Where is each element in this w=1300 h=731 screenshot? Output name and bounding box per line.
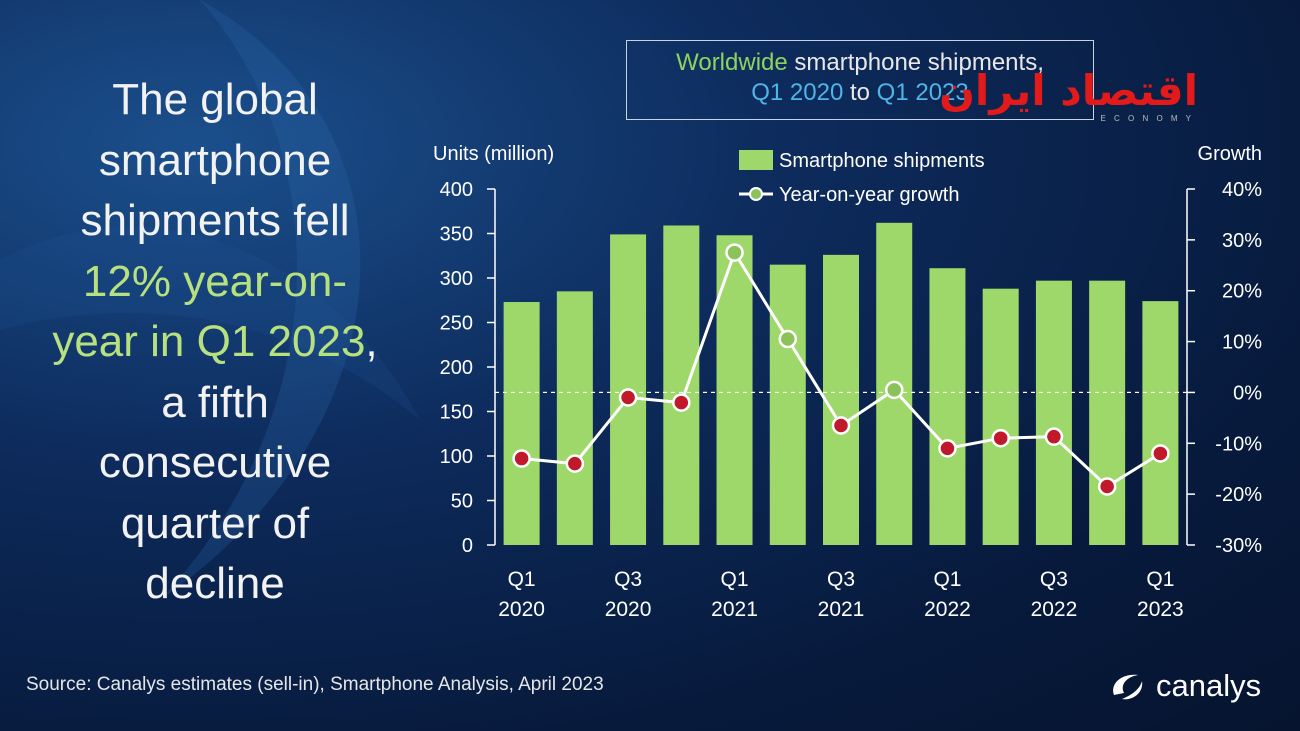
source-note: Source: Canalys estimates (sell-in), Sma… — [26, 674, 604, 695]
y2-tick-label: 0% — [1233, 382, 1262, 404]
chart-title-box: Worldwide smartphone shipments, Q1 2020 … — [626, 40, 1094, 120]
legend-line-label: Year-on-year growth — [779, 184, 959, 206]
headline-line: consecutive — [98, 438, 332, 487]
growth-point — [618, 388, 638, 407]
legend-bar-label: Smartphone shipments — [779, 150, 985, 172]
growth-point — [672, 393, 691, 412]
growth-point — [512, 449, 531, 468]
growth-point — [1044, 427, 1064, 446]
headline-line: year in Q1 2023, — [20, 312, 410, 373]
x-tick-label-year: 2022 — [1031, 598, 1078, 621]
y2-tick-label: -20% — [1215, 484, 1262, 506]
growth-point — [1151, 444, 1170, 463]
growth-point — [1097, 477, 1117, 496]
title-worldwide: Worldwide — [676, 49, 788, 76]
growth-point — [778, 329, 798, 349]
x-tick-label-year: 2022 — [924, 598, 971, 621]
x-tick-label-quarter: Q1 — [721, 568, 749, 591]
bar-shipments — [769, 264, 806, 545]
headline-line: smartphone — [98, 135, 332, 185]
x-tick-label-quarter: Q1 — [508, 568, 536, 591]
growth-point — [725, 243, 744, 262]
y2-tick-label: 40% — [1222, 179, 1262, 201]
x-tick-label-year: 2020 — [605, 598, 652, 621]
x-tick-label-quarter: Q1 — [1146, 568, 1174, 591]
legend-bar-swatch — [739, 150, 773, 170]
x-tick-label-year: 2023 — [1137, 598, 1184, 621]
y-tick-label: 250 — [440, 313, 473, 335]
y-axis-label: Units (million) — [433, 143, 554, 165]
headline-line: decline — [145, 559, 285, 608]
growth-point — [938, 439, 957, 458]
bar-shipments — [503, 302, 540, 545]
y2-tick-label: -30% — [1215, 535, 1262, 557]
y2-tick-label: 10% — [1222, 332, 1262, 354]
headline-line: a fifth — [161, 377, 269, 427]
x-tick-label-quarter: Q3 — [614, 568, 642, 591]
x-tick-label-year: 2021 — [711, 598, 758, 621]
growth-point — [565, 454, 585, 473]
bar-shipments — [929, 268, 966, 545]
bar-shipments — [1089, 280, 1126, 545]
x-tick-label-quarter: Q3 — [1040, 568, 1068, 591]
bar-shipments — [716, 235, 753, 545]
bar-shipments — [982, 288, 1019, 545]
y-tick-label: 350 — [440, 224, 473, 246]
watermark-logo: اقتصاد ایران E C O N O M Y — [908, 66, 1198, 126]
y-tick-label: 400 — [440, 179, 473, 201]
y-tick-label: 50 — [451, 491, 473, 513]
bar-shipments — [823, 254, 859, 546]
watermark-subtext: E C O N O M Y — [1100, 114, 1194, 123]
x-tick-label-quarter: Q1 — [933, 568, 961, 591]
headline-comma: , — [365, 317, 378, 366]
legend-line-marker — [749, 187, 763, 201]
y2-tick-label: 20% — [1222, 281, 1262, 303]
growth-point — [831, 416, 851, 435]
title-end-period: Q1 2023 — [876, 79, 969, 106]
y2-axis-label: Growth — [1198, 143, 1262, 165]
y-tick-label: 100 — [440, 446, 473, 468]
headline-line: The global — [112, 75, 318, 124]
x-tick-label-year: 2020 — [498, 598, 545, 621]
x-tick-label-year: 2021 — [818, 598, 865, 621]
title-to: to — [843, 79, 877, 106]
x-tick-label-quarter: Q3 — [827, 568, 855, 591]
bar-shipments — [663, 225, 700, 546]
growth-point — [884, 380, 904, 400]
legend: Smartphone shipments Year-on-year growth — [739, 150, 985, 206]
headline-highlight: 12% year-on- — [82, 256, 348, 306]
watermark-text: اقتصاد ایران — [939, 66, 1198, 115]
brand-name: canalys — [1156, 668, 1262, 703]
bar-shipments — [1035, 280, 1072, 545]
title-text: smartphone shipments, — [787, 49, 1044, 76]
y-tick-label: 200 — [440, 357, 473, 379]
headline-line: quarter of — [120, 498, 310, 548]
headline-line: shipments fell — [80, 196, 350, 245]
growth-point — [991, 428, 1010, 448]
bar-shipments — [1142, 301, 1179, 545]
headline-highlight: year in Q1 2023 — [52, 317, 366, 366]
y-tick-label: 150 — [440, 402, 473, 424]
y2-tick-label: 30% — [1222, 230, 1262, 252]
y-tick-label: 0 — [462, 535, 473, 557]
title-start-period: Q1 2020 — [751, 79, 844, 106]
headline: The global smartphone shipments fell 12%… — [20, 70, 410, 615]
y2-tick-label: -10% — [1215, 433, 1262, 455]
bar-shipments — [556, 291, 593, 545]
canalys-brand: canalys — [1108, 666, 1261, 706]
canalys-logo-icon — [1113, 674, 1143, 700]
y-tick-label: 300 — [440, 268, 473, 290]
